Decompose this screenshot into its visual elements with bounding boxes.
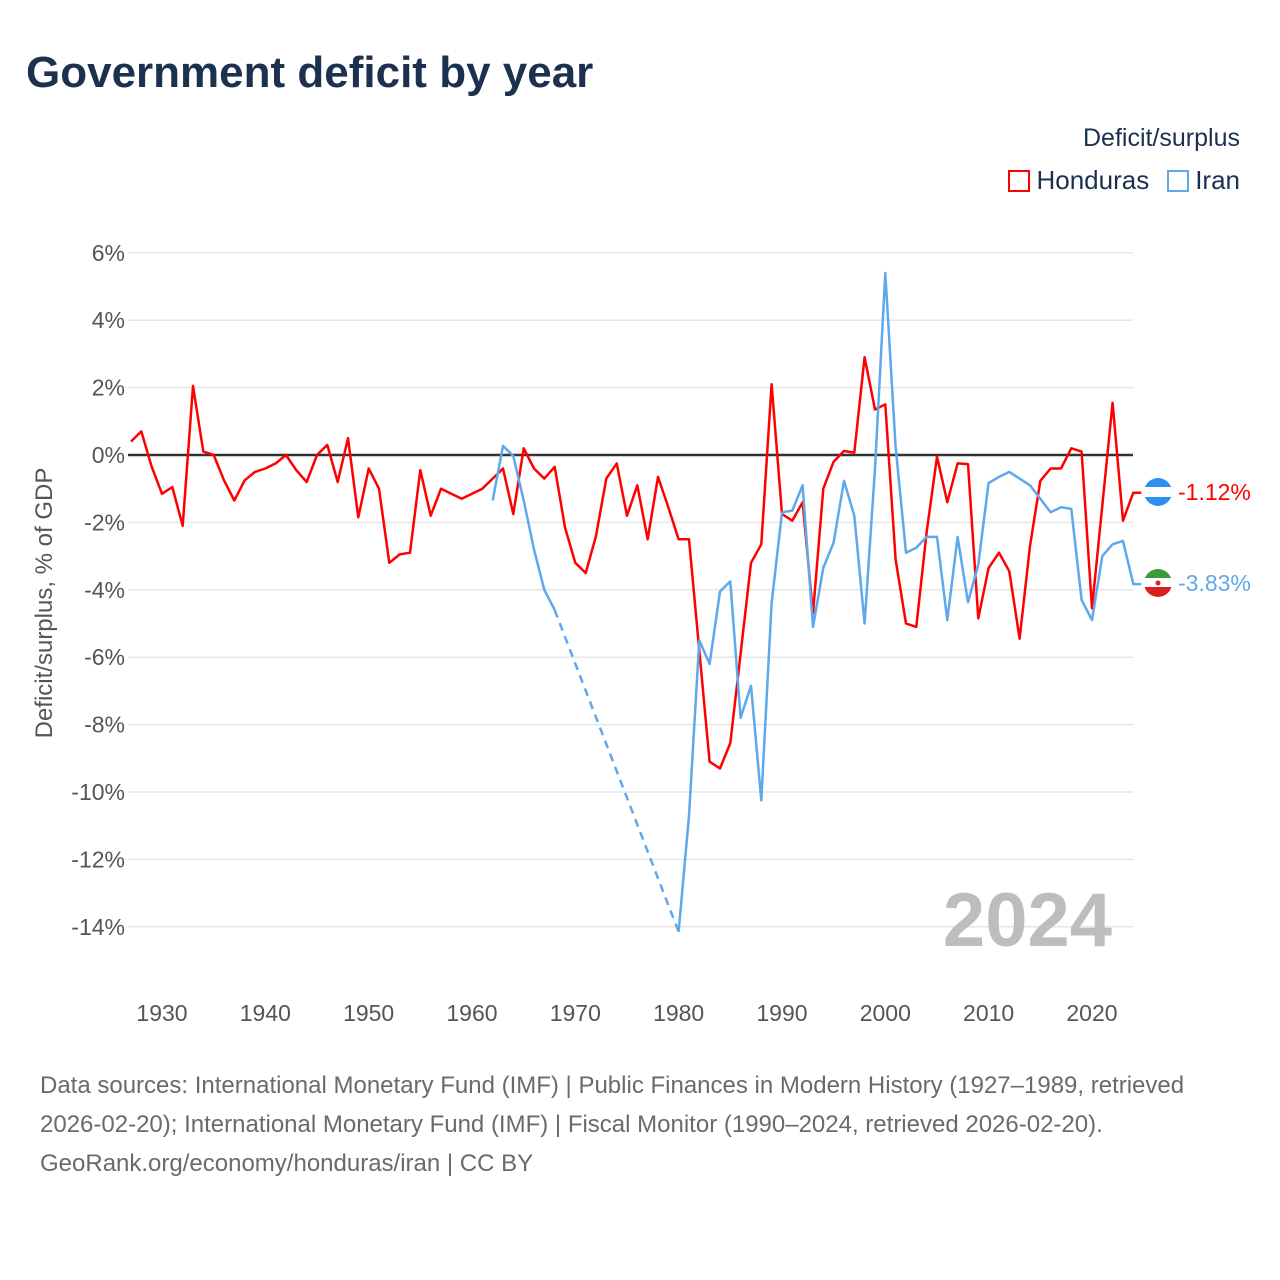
iran-flag-icon — [1144, 569, 1172, 597]
legend-title: Deficit/surplus — [1083, 124, 1240, 152]
x-tick-label: 1970 — [550, 1000, 601, 1026]
x-tick-label: 1980 — [653, 1000, 704, 1026]
legend-label-honduras: Honduras — [1036, 165, 1150, 195]
legend-label-iran: Iran — [1195, 165, 1240, 195]
x-tick-label: 1930 — [136, 1000, 187, 1026]
iran-series-line[interactable] — [491, 271, 1142, 933]
y-tick-label: -2% — [84, 509, 125, 535]
y-tick-label: -6% — [84, 644, 125, 670]
footer: Data sources: International Monetary Fun… — [40, 1066, 1240, 1183]
year-watermark: 2024 — [943, 878, 1112, 963]
legend: Deficit/surplus Honduras Iran — [1008, 124, 1240, 196]
y-tick-label: -4% — [84, 577, 125, 603]
legend-swatch-iran — [1167, 169, 1190, 192]
x-tick-label: 1940 — [240, 1000, 291, 1026]
y-tick-label: -12% — [71, 846, 125, 872]
y-tick-label: -8% — [84, 712, 125, 738]
y-axis-label: Deficit/surplus, % of GDP — [31, 468, 58, 739]
honduras-end-label: -1.12% — [1178, 479, 1251, 505]
legend-item-iran[interactable]: Iran — [1167, 165, 1240, 196]
x-tick-label: 1960 — [446, 1000, 497, 1026]
iran-end-label: -3.83% — [1178, 570, 1251, 596]
y-tick-label: -14% — [71, 914, 125, 940]
credit-link[interactable]: GeoRank.org/economy/honduras/iran | CC B… — [40, 1150, 534, 1177]
honduras-flag-icon — [1144, 478, 1172, 506]
y-tick-label: -10% — [71, 779, 125, 805]
iran-gap-line — [553, 609, 680, 933]
honduras-series-line[interactable] — [130, 356, 1142, 770]
legend-swatch-honduras — [1008, 169, 1031, 192]
x-tick-label: 2000 — [860, 1000, 911, 1026]
x-tick-label: 1990 — [756, 1000, 807, 1026]
x-tick-label: 2010 — [963, 1000, 1014, 1026]
x-tick-label: 2020 — [1066, 1000, 1117, 1026]
y-tick-label: 4% — [92, 307, 125, 333]
y-tick-label: 2% — [92, 375, 125, 401]
y-tick-label: 6% — [92, 240, 125, 266]
chart-title: Government deficit by year — [26, 48, 594, 97]
y-tick-label: 0% — [92, 442, 125, 468]
line-chart: 6% 4% 2% 0% -2% -4% -6% -8% -10% -12% -14% 1930 1940… — [31, 240, 1251, 1026]
legend-item-honduras[interactable]: Honduras — [1008, 165, 1149, 196]
data-sources: Data sources: International Monetary Fun… — [40, 1072, 1185, 1138]
x-tick-label: 1950 — [343, 1000, 394, 1026]
